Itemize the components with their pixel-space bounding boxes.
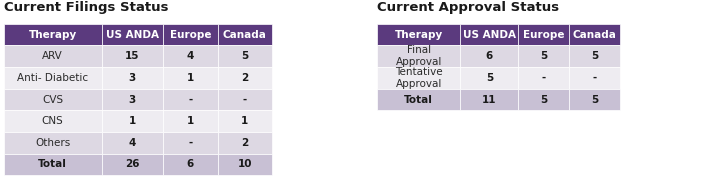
Text: Anti- Diabetic: Anti- Diabetic (17, 73, 88, 83)
FancyBboxPatch shape (102, 110, 163, 132)
Text: 5: 5 (486, 73, 493, 83)
FancyBboxPatch shape (218, 45, 272, 67)
Text: CNS: CNS (42, 116, 64, 126)
Text: Final
Approval: Final Approval (396, 45, 442, 67)
Text: 5: 5 (241, 51, 248, 61)
FancyBboxPatch shape (460, 45, 518, 67)
Text: 1: 1 (187, 116, 194, 126)
FancyBboxPatch shape (377, 89, 460, 110)
Text: 1: 1 (241, 116, 248, 126)
FancyBboxPatch shape (218, 110, 272, 132)
Text: US ANDA: US ANDA (463, 30, 516, 40)
FancyBboxPatch shape (4, 89, 102, 110)
FancyBboxPatch shape (518, 24, 569, 45)
Text: Others: Others (35, 138, 70, 148)
FancyBboxPatch shape (163, 45, 218, 67)
FancyBboxPatch shape (218, 24, 272, 45)
Text: -: - (188, 138, 192, 148)
Text: 26: 26 (125, 160, 140, 170)
FancyBboxPatch shape (569, 67, 620, 89)
Text: Europe: Europe (523, 30, 565, 40)
FancyBboxPatch shape (102, 67, 163, 89)
FancyBboxPatch shape (163, 110, 218, 132)
FancyBboxPatch shape (102, 45, 163, 67)
FancyBboxPatch shape (4, 132, 102, 154)
FancyBboxPatch shape (4, 67, 102, 89)
Text: 1: 1 (129, 116, 136, 126)
Text: Canada: Canada (223, 30, 267, 40)
FancyBboxPatch shape (102, 89, 163, 110)
FancyBboxPatch shape (377, 24, 460, 45)
Text: -: - (592, 73, 597, 83)
FancyBboxPatch shape (4, 24, 102, 45)
Text: 5: 5 (540, 94, 547, 104)
FancyBboxPatch shape (4, 154, 102, 175)
FancyBboxPatch shape (377, 67, 460, 89)
Text: 5: 5 (591, 51, 598, 61)
Text: Total: Total (405, 94, 433, 104)
Text: 5: 5 (591, 94, 598, 104)
Text: 6: 6 (187, 160, 194, 170)
FancyBboxPatch shape (218, 132, 272, 154)
Text: 3: 3 (129, 94, 136, 104)
FancyBboxPatch shape (377, 45, 460, 67)
FancyBboxPatch shape (4, 110, 102, 132)
Text: 2: 2 (241, 138, 248, 148)
FancyBboxPatch shape (218, 154, 272, 175)
FancyBboxPatch shape (4, 45, 102, 67)
Text: 4: 4 (186, 51, 194, 61)
FancyBboxPatch shape (102, 132, 163, 154)
Text: 3: 3 (129, 73, 136, 83)
FancyBboxPatch shape (518, 89, 569, 110)
FancyBboxPatch shape (569, 45, 620, 67)
Text: 10: 10 (238, 160, 252, 170)
Text: 1: 1 (187, 73, 194, 83)
FancyBboxPatch shape (102, 24, 163, 45)
FancyBboxPatch shape (163, 154, 218, 175)
FancyBboxPatch shape (163, 67, 218, 89)
FancyBboxPatch shape (569, 89, 620, 110)
Text: Therapy: Therapy (394, 30, 443, 40)
Text: 2: 2 (241, 73, 248, 83)
FancyBboxPatch shape (460, 89, 518, 110)
FancyBboxPatch shape (163, 89, 218, 110)
Text: 4: 4 (128, 138, 136, 148)
Text: -: - (188, 94, 192, 104)
FancyBboxPatch shape (518, 45, 569, 67)
Text: Therapy: Therapy (28, 30, 77, 40)
Text: -: - (542, 73, 546, 83)
Text: US ANDA: US ANDA (106, 30, 159, 40)
Text: 11: 11 (482, 94, 497, 104)
FancyBboxPatch shape (218, 89, 272, 110)
FancyBboxPatch shape (460, 67, 518, 89)
Text: 5: 5 (540, 51, 547, 61)
Text: Current Approval Status: Current Approval Status (377, 1, 559, 14)
Text: 6: 6 (486, 51, 493, 61)
FancyBboxPatch shape (569, 24, 620, 45)
Text: -: - (243, 94, 247, 104)
FancyBboxPatch shape (163, 24, 218, 45)
Text: ARV: ARV (42, 51, 63, 61)
Text: Current Filings Status: Current Filings Status (4, 1, 168, 14)
Text: CVS: CVS (42, 94, 63, 104)
Text: Europe: Europe (170, 30, 211, 40)
Text: Total: Total (38, 160, 67, 170)
Text: 15: 15 (125, 51, 140, 61)
Text: Canada: Canada (573, 30, 616, 40)
FancyBboxPatch shape (518, 67, 569, 89)
FancyBboxPatch shape (218, 67, 272, 89)
FancyBboxPatch shape (102, 154, 163, 175)
FancyBboxPatch shape (163, 132, 218, 154)
FancyBboxPatch shape (460, 24, 518, 45)
Text: Tentative
Approval: Tentative Approval (395, 67, 442, 89)
